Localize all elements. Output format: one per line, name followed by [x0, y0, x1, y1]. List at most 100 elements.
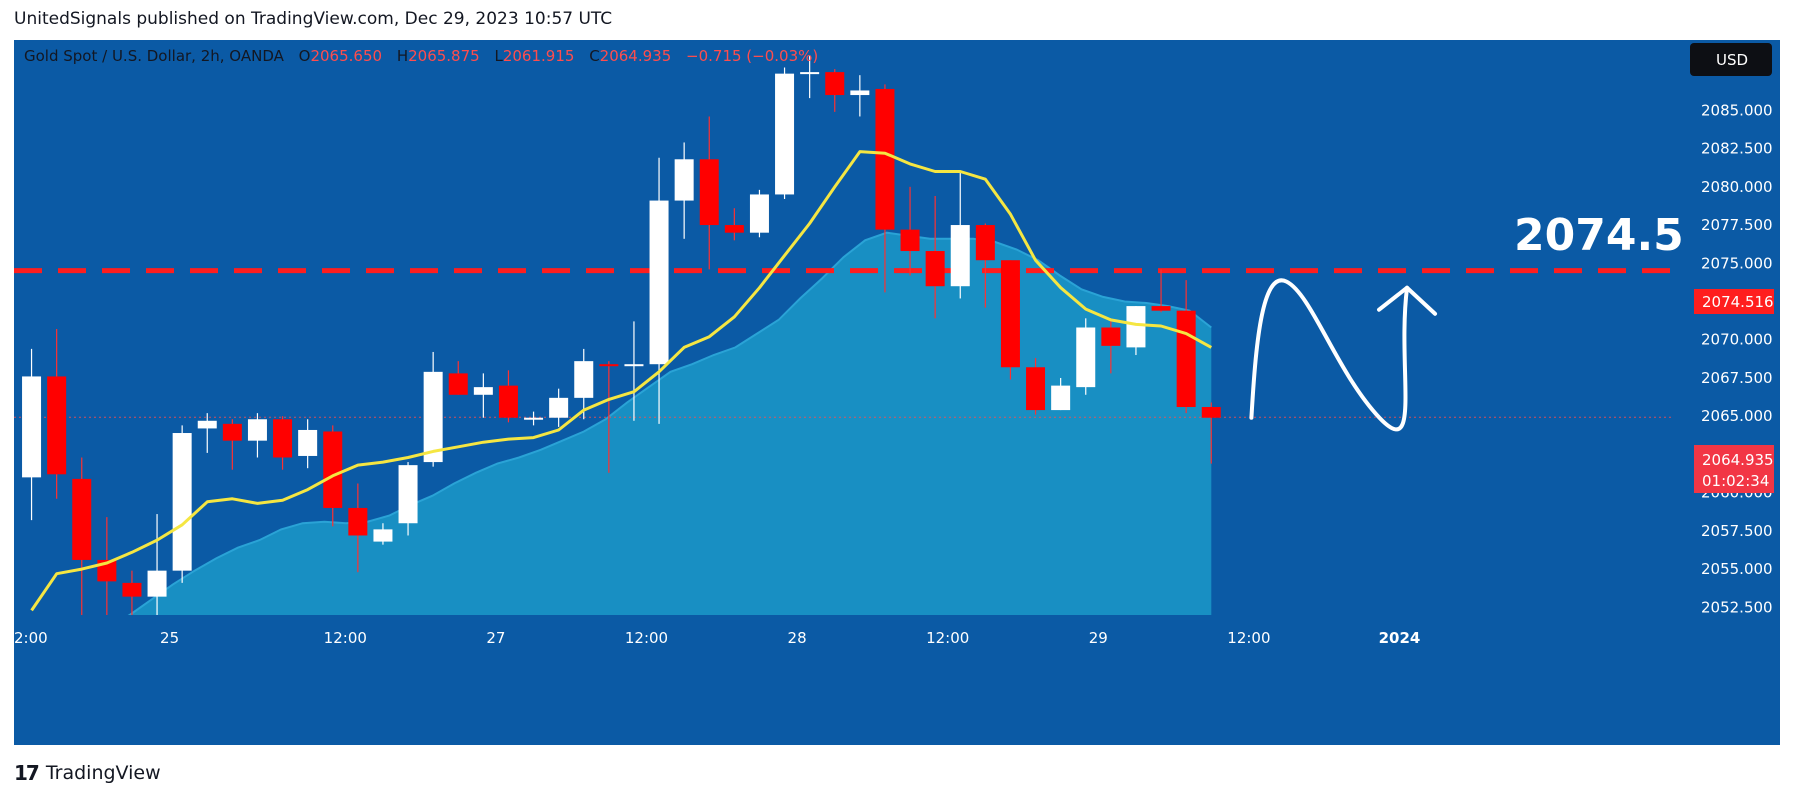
candle-body [724, 225, 744, 233]
candle-body [1076, 327, 1096, 388]
x-tick-label: 28 [788, 629, 807, 647]
price-chart[interactable]: 2052.5002055.0002057.5002060.0002062.500… [14, 40, 1780, 745]
level-line-layer [14, 268, 1674, 418]
candle-body [674, 159, 694, 201]
candle-body [950, 225, 970, 287]
candle-body [498, 385, 518, 418]
y-tick-label: 2080.000 [1701, 178, 1773, 196]
candle-body [348, 507, 368, 536]
chart-panel[interactable]: 2052.5002055.0002057.5002060.0002062.500… [14, 40, 1780, 745]
forecast-layer [1249, 278, 1438, 432]
countdown-label: 01:02:34 [1702, 472, 1769, 490]
candle-body [850, 90, 870, 96]
open-label: O [299, 47, 311, 65]
tradingview-brand[interactable]: 17 TradingView [14, 760, 161, 786]
x-tick-label: 2024 [1379, 629, 1421, 647]
time-axis-bg [14, 615, 1780, 745]
candle-body [197, 420, 217, 429]
x-tick-label: 12:00 [324, 629, 367, 647]
candle-body [800, 72, 820, 75]
close-value: 2064.935 [600, 47, 672, 65]
price-axis[interactable]: 2052.5002055.0002057.5002060.0002062.500… [1701, 101, 1773, 616]
candle-body [323, 431, 343, 508]
forecast-arrowhead [1377, 285, 1438, 316]
ema-slow-area-layer [21, 231, 1212, 678]
low-value: 2061.915 [503, 47, 575, 65]
x-tick-label: 12:00 [926, 629, 969, 647]
candle-body [1151, 306, 1171, 311]
candle-body [1201, 407, 1221, 418]
close-label: C [589, 47, 599, 65]
candle-body [72, 478, 92, 560]
y-tick-label: 2082.500 [1701, 140, 1773, 158]
x-tick-label: 25 [160, 629, 179, 647]
y-tick-label: 2067.500 [1701, 369, 1773, 387]
y-tick-label: 2075.000 [1701, 254, 1773, 272]
candles-layer [22, 55, 1221, 623]
change-value: −0.715 (−0.03%) [686, 47, 818, 65]
y-tick-label: 2052.500 [1701, 598, 1773, 616]
x-tick-label: 12:00 [625, 629, 668, 647]
currency-button[interactable]: USD [1690, 43, 1772, 76]
last-price-label: 2064.935 [1702, 451, 1774, 469]
candle-body [699, 159, 719, 226]
high-value: 2065.875 [408, 47, 480, 65]
candle-body [624, 364, 644, 367]
tradingview-logo-icon: 17 [14, 761, 40, 785]
x-tick-label: 12:00 [1227, 629, 1270, 647]
candle-body [1051, 385, 1071, 411]
candle-body [398, 465, 418, 524]
candle-body [273, 419, 293, 458]
y-tick-label: 2057.500 [1701, 522, 1773, 540]
candle-body [549, 397, 569, 418]
svg-text:Gold Spot / U.S. Dollar, 2h, O: Gold Spot / U.S. Dollar, 2h, OANDA O2065… [24, 47, 818, 65]
candle-body [448, 373, 468, 395]
level-price-label: 2074.516 [1702, 293, 1774, 311]
symbol-name: Gold Spot / U.S. Dollar, 2h, OANDA [24, 47, 285, 65]
candle-body [423, 371, 443, 463]
y-tick-label: 2070.000 [1701, 331, 1773, 349]
brand-label: TradingView [45, 762, 161, 784]
level-price-tag: 2074.516 [1694, 289, 1774, 314]
x-tick-label: 27 [486, 629, 505, 647]
candle-body [122, 582, 142, 597]
y-tick-label: 2085.000 [1701, 101, 1773, 119]
candle-body [975, 225, 995, 261]
ema-fast-line [30, 150, 1213, 612]
y-tick-label: 2065.000 [1701, 407, 1773, 425]
candle-body [925, 251, 945, 287]
x-tick-label: 29 [1089, 629, 1108, 647]
open-value: 2065.650 [310, 47, 382, 65]
candle-body [1000, 260, 1020, 368]
candle-body [749, 194, 769, 233]
candle-body [298, 429, 318, 456]
last-price-tag: 2064.935 01:02:34 [1694, 445, 1774, 493]
candle-body [172, 433, 192, 571]
candle-body [1126, 306, 1146, 348]
ema-fast-layer [30, 150, 1213, 612]
candle-body [247, 419, 267, 441]
candle-body [524, 417, 544, 420]
candle-body [1026, 367, 1046, 411]
low-label: L [494, 47, 503, 65]
ema-slow-area [21, 232, 1212, 677]
candle-body [599, 364, 619, 367]
forecast-wave [1249, 278, 1410, 432]
candle-body [473, 387, 493, 395]
candle-body [1101, 327, 1121, 346]
candle-body [147, 570, 167, 597]
candle-body [875, 88, 895, 230]
candle-body [775, 73, 795, 195]
x-tick-label: 2:00 [14, 629, 48, 647]
publisher-header: UnitedSignals published on TradingView.c… [14, 9, 613, 29]
time-axis[interactable]: 2:00 25 12:00 27 12:00 28 12:00 29 12:00 2024 [14, 615, 1780, 745]
currency-label: USD [1716, 51, 1748, 69]
y-tick-label: 2077.500 [1701, 216, 1773, 234]
y-tick-label: 2055.000 [1701, 560, 1773, 578]
level-annotation: 2074.5 [1514, 210, 1684, 261]
candle-body [825, 72, 845, 96]
ema-slow-line [21, 231, 1212, 678]
candle-body [1176, 310, 1196, 408]
candle-body [574, 361, 594, 398]
candle-body [373, 529, 393, 542]
